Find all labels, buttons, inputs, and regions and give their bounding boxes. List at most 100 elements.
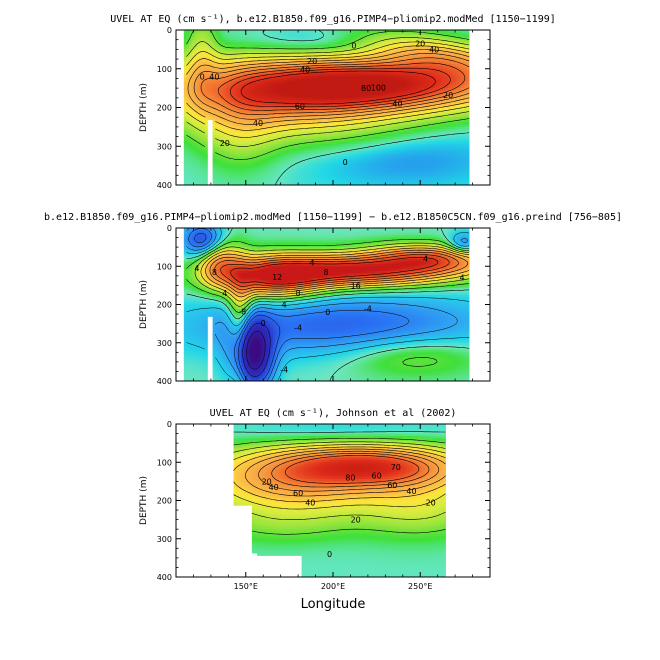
heatmap-cell: [285, 85, 289, 89]
heatmap-cell: [453, 42, 457, 45]
heatmap-cell: [272, 34, 276, 38]
heatmap-cell: [374, 71, 378, 74]
heatmap-cell: [395, 39, 399, 43]
heatmap-cell: [338, 34, 342, 38]
heatmap-cell: [424, 37, 428, 41]
heatmap-cell: [437, 46, 441, 50]
heatmap-cell: [458, 59, 462, 62]
heatmap-cell: [408, 83, 412, 87]
heatmap-cell: [458, 54, 462, 58]
heatmap-cell: [246, 39, 250, 43]
heatmap-cell: [246, 134, 250, 137]
heatmap-cell: [293, 138, 297, 142]
heatmap-cell: [353, 131, 357, 135]
heatmap-cell: [442, 124, 446, 128]
heatmap-cell: [285, 42, 289, 45]
heatmap-cell: [453, 85, 457, 89]
heatmap-cell: [223, 102, 227, 106]
heatmap-cell: [367, 63, 371, 67]
heatmap-cell: [372, 73, 376, 77]
heatmap-cell: [322, 119, 326, 123]
heatmap-cell: [199, 30, 203, 33]
heatmap-cell: [225, 114, 229, 118]
heatmap-cell: [230, 71, 234, 74]
heatmap-cell: [207, 92, 211, 96]
heatmap-cell: [298, 49, 302, 53]
heatmap-cell: [267, 59, 271, 62]
heatmap-cell: [377, 136, 381, 140]
heatmap-cell: [361, 46, 365, 50]
heatmap-cell: [212, 68, 216, 72]
heatmap-cell: [367, 44, 371, 48]
heatmap-cell: [421, 39, 425, 43]
heatmap-cell: [183, 88, 187, 91]
heatmap-cell: [210, 66, 214, 70]
heatmap-cell: [264, 56, 268, 60]
heatmap-cell: [385, 32, 389, 36]
heatmap-cell: [249, 39, 253, 43]
heatmap-cell: [319, 49, 323, 53]
heatmap-cell: [455, 51, 459, 55]
heatmap-cell: [233, 95, 237, 99]
heatmap-cell: [387, 131, 391, 135]
heatmap-cell: [275, 44, 279, 48]
heatmap-cell: [223, 114, 227, 118]
heatmap-cell: [306, 97, 310, 101]
heatmap-cell: [314, 117, 318, 121]
heatmap-cell: [204, 112, 208, 116]
heatmap-cell: [346, 85, 350, 89]
heatmap-cell: [429, 63, 433, 67]
heatmap-cell: [272, 73, 276, 77]
heatmap-cell: [262, 95, 266, 99]
heatmap-cell: [306, 46, 310, 50]
heatmap-cell: [272, 30, 276, 33]
heatmap-cell: [343, 134, 347, 137]
heatmap-cell: [285, 37, 289, 41]
heatmap-cell: [204, 39, 208, 43]
heatmap-cell: [429, 119, 433, 123]
heatmap-cell: [406, 44, 410, 48]
heatmap-cell: [361, 80, 365, 84]
heatmap-cell: [333, 95, 337, 99]
heatmap-cell: [291, 30, 295, 33]
heatmap-cell: [298, 78, 302, 82]
heatmap-cell: [264, 97, 268, 101]
heatmap-cell: [424, 119, 428, 123]
heatmap-cell: [437, 54, 441, 58]
heatmap-cell: [427, 85, 431, 89]
heatmap-cell: [317, 80, 321, 84]
heatmap-cell: [395, 42, 399, 45]
heatmap-cell: [458, 46, 462, 50]
heatmap-cell: [251, 61, 255, 65]
heatmap-cell: [244, 129, 248, 133]
heatmap-cell: [215, 49, 219, 53]
heatmap-cell: [194, 34, 198, 38]
heatmap-cell: [356, 56, 360, 60]
heatmap-cell: [351, 95, 355, 99]
heatmap-cell: [398, 51, 402, 55]
heatmap-cell: [369, 44, 373, 48]
heatmap-cell: [437, 51, 441, 55]
panel-title: UVEL AT EQ (cm s⁻¹), b.e12.B1850.f09_g16…: [110, 14, 556, 25]
heatmap-cell: [437, 61, 441, 65]
heatmap-cell: [369, 32, 373, 36]
heatmap-cell: [204, 119, 208, 123]
heatmap-cell: [210, 80, 214, 84]
heatmap-cell: [312, 83, 316, 87]
heatmap-cell: [220, 92, 224, 96]
heatmap-cell: [306, 109, 310, 113]
heatmap-cell: [291, 88, 295, 91]
heatmap-cell: [191, 105, 195, 108]
heatmap-cell: [241, 59, 245, 62]
heatmap-cell: [356, 124, 360, 128]
heatmap-cell: [296, 66, 300, 70]
heatmap-cell: [267, 76, 271, 79]
heatmap-cell: [241, 32, 245, 36]
heatmap-cell: [429, 32, 433, 36]
heatmap-cell: [194, 71, 198, 74]
heatmap-cell: [411, 51, 415, 55]
heatmap-cell: [453, 78, 457, 82]
heatmap-cell: [442, 100, 446, 104]
heatmap-cell: [233, 59, 237, 62]
heatmap-cell: [191, 134, 195, 137]
